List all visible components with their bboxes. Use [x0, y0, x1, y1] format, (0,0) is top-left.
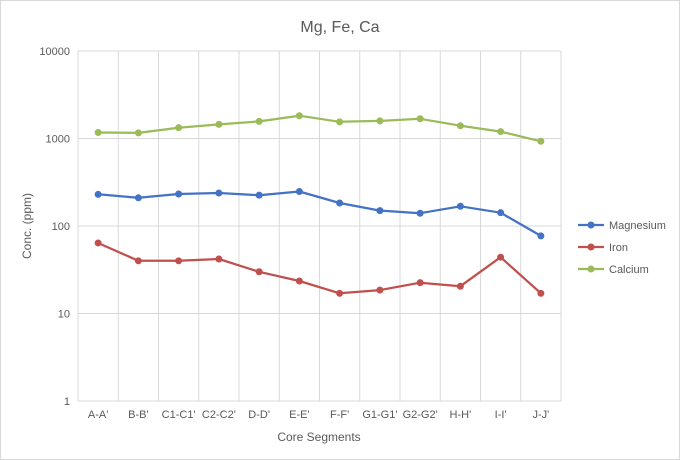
x-tick-label: G2-G2' [403, 409, 438, 421]
plot-grid [77, 50, 562, 402]
magnesium-point [537, 232, 545, 240]
y-tick-label: 1000 [46, 134, 70, 146]
magnesium-point [456, 202, 464, 210]
calcium-point [497, 128, 505, 136]
series-iron [94, 239, 545, 297]
iron-point [255, 268, 263, 276]
magnesium-point [175, 190, 183, 198]
y-tick-label: 10 [58, 309, 70, 321]
magnesium-point [134, 194, 142, 202]
iron-point [94, 239, 102, 247]
y-tick-label: 1 [64, 396, 70, 408]
iron-point [537, 289, 545, 297]
magnesium-point [336, 199, 344, 207]
chart-title: Mg, Fe, Ca [300, 19, 379, 36]
y-axis-title: Conc. (ppm) [20, 193, 34, 259]
x-tick-label: I-I' [495, 409, 507, 421]
calcium-point [134, 129, 142, 137]
magnesium-point [94, 190, 102, 198]
iron-point [295, 277, 303, 285]
iron-point [456, 282, 464, 290]
magnesium-point [497, 209, 505, 217]
legend-item-magnesium: Magnesium [578, 220, 666, 232]
x-axis-ticks: A-A' B-B' C1-C1' C2-C2' D-D' E-E' F-F' G1-G1' G2… [88, 409, 549, 421]
iron-point [376, 286, 384, 294]
calcium-point [416, 115, 424, 123]
iron-line [96, 241, 543, 295]
iron-point [175, 257, 183, 265]
x-tick-label: J-J' [532, 409, 549, 421]
x-tick-label: C1-C1' [162, 409, 196, 421]
legend: Magnesium Iron Calcium [578, 220, 666, 276]
legend-swatch-marker [587, 221, 595, 229]
legend-swatch-marker [587, 243, 595, 251]
iron-point [497, 253, 505, 261]
x-tick-label: D-D' [248, 409, 270, 421]
legend-label: Magnesium [609, 220, 666, 232]
y-axis-ticks: 1 10 100 1000 10000 [39, 46, 70, 408]
calcium-point [175, 124, 183, 132]
calcium-point [376, 117, 384, 125]
magnesium-point [295, 187, 303, 195]
magnesium-line [96, 190, 543, 238]
series-magnesium [94, 187, 545, 240]
calcium-point [456, 122, 464, 130]
y-tick-label: 10000 [39, 46, 70, 58]
x-tick-label: A-A' [88, 409, 108, 421]
series-calcium [94, 112, 545, 145]
legend-item-iron: Iron [578, 242, 628, 254]
magnesium-point [376, 207, 384, 215]
magnesium-point [416, 209, 424, 217]
calcium-point [215, 120, 223, 128]
legend-label: Iron [609, 242, 628, 254]
calcium-point [94, 129, 102, 137]
x-tick-label: G1-G1' [362, 409, 397, 421]
calcium-line [96, 114, 543, 143]
calcium-point [295, 112, 303, 120]
x-tick-label: E-E' [289, 409, 309, 421]
calcium-point [537, 137, 545, 145]
x-tick-label: C2-C2' [202, 409, 236, 421]
y-tick-label: 100 [52, 221, 70, 233]
plot-series [94, 112, 545, 297]
magnesium-point [215, 189, 223, 197]
x-tick-label: F-F' [330, 409, 349, 421]
magnesium-point [255, 191, 263, 199]
iron-point [416, 279, 424, 287]
legend-label: Calcium [609, 264, 649, 276]
legend-swatch-marker [587, 265, 595, 273]
iron-point [134, 257, 142, 265]
x-axis-title: Core Segments [277, 430, 360, 444]
legend-item-calcium: Calcium [578, 264, 649, 276]
x-tick-label: B-B' [128, 409, 148, 421]
calcium-point [336, 118, 344, 126]
iron-point [336, 289, 344, 297]
calcium-point [255, 117, 263, 125]
x-tick-label: H-H' [450, 409, 472, 421]
iron-point [215, 255, 223, 263]
